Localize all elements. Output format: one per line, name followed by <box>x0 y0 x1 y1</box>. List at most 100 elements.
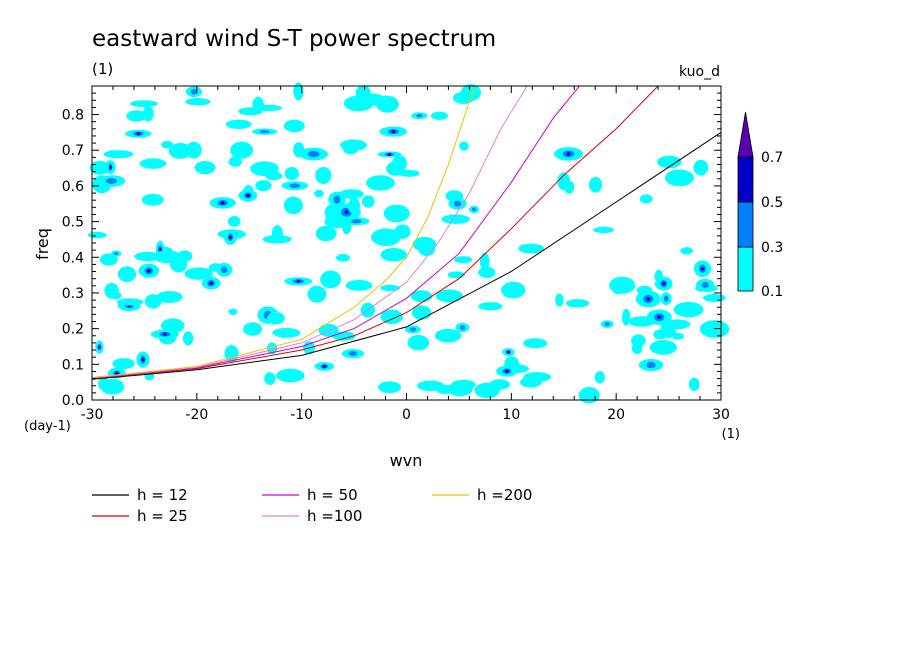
contour-patch <box>661 282 666 286</box>
y-tick-label: 0.5 <box>62 215 84 231</box>
contour-patch <box>646 361 656 369</box>
contour-patch <box>315 225 337 242</box>
contour-patch <box>478 266 496 278</box>
contour-patch <box>348 351 358 356</box>
contour-patch <box>272 327 301 338</box>
contour-patch <box>588 177 603 193</box>
contour-patch <box>460 84 481 102</box>
contour-patch <box>665 319 691 330</box>
contour-patch <box>518 243 544 254</box>
y-axis-label: freq <box>33 228 52 260</box>
contour-patch <box>631 334 646 347</box>
contour-patch <box>693 159 709 176</box>
contour-patch <box>266 342 278 355</box>
contour-patch <box>523 372 551 382</box>
chart-subtitle: (1) <box>92 60 113 78</box>
x-tick-label: -10 <box>290 407 313 423</box>
contour-patch <box>228 235 233 239</box>
contour-patch <box>700 267 705 271</box>
contour-patch <box>565 299 590 308</box>
contour-patch <box>407 335 430 351</box>
x-tick-label: 30 <box>712 407 730 423</box>
colorbar-label: 0.3 <box>761 240 783 256</box>
contour-patch <box>431 111 448 121</box>
contour-patch <box>134 251 162 262</box>
contour-patch <box>639 194 653 204</box>
contour-patch <box>153 250 182 264</box>
y-tick-label: 0.3 <box>62 286 84 302</box>
series-line <box>91 85 476 378</box>
y-unit-label: (day-1) <box>24 419 71 434</box>
contour-patch <box>621 308 631 326</box>
chart-title: eastward wind S-T power spectrum <box>92 26 496 52</box>
plot-frame <box>91 85 722 401</box>
contour-patch <box>383 204 410 223</box>
legend-label: h =200 <box>477 486 532 504</box>
contour-patch <box>224 345 239 362</box>
contour-patch <box>489 379 510 390</box>
contour-patch <box>441 214 470 224</box>
contour-patch <box>657 315 661 319</box>
contour-patch <box>89 160 110 175</box>
contour-field <box>87 82 730 404</box>
contour-patch <box>293 82 304 101</box>
contour-patch <box>523 338 548 349</box>
contour-patch <box>112 358 135 370</box>
contour-patch <box>158 247 162 251</box>
contour-patch <box>566 152 571 156</box>
contour-patch <box>336 253 350 262</box>
contour-patch <box>271 225 283 242</box>
contour-patch <box>136 132 141 136</box>
contour-patch <box>141 358 145 362</box>
contour-patch <box>255 180 272 192</box>
contour-patch <box>418 242 436 256</box>
y-tick-label: 0.2 <box>62 322 84 338</box>
y-tick-label: 0.6 <box>62 179 84 195</box>
contour-patch <box>391 155 407 172</box>
axis-ticks: -30 -20 -10 0 10 20 30 0.0 0.1 0.2 0.3 0.4 0.5 0.6 0.7… <box>62 85 730 423</box>
contour-patch <box>604 322 610 327</box>
contour-patch <box>688 377 700 391</box>
contour-patch <box>664 295 669 302</box>
series-line <box>91 131 722 380</box>
colorbar-label: 0.5 <box>761 195 783 211</box>
contour-patch <box>657 155 682 169</box>
contour-patch <box>141 193 164 206</box>
series-line <box>91 85 659 380</box>
contour-patch <box>324 215 351 229</box>
contour-patch <box>130 100 158 108</box>
contour-patch <box>345 280 373 291</box>
contour-patch <box>254 104 283 111</box>
contour-patch <box>116 298 144 306</box>
contour-patch <box>376 95 399 113</box>
series-line <box>91 85 528 379</box>
contour-patch <box>283 119 305 133</box>
contour-patch <box>649 340 677 355</box>
contour-patch <box>578 387 600 404</box>
contour-patch <box>344 210 349 214</box>
contour-patch <box>139 158 167 169</box>
contour-patch <box>105 178 117 184</box>
y-tick-label: 0.4 <box>62 250 84 266</box>
contour-patch <box>87 231 107 239</box>
colorbar-segment <box>737 201 754 248</box>
contour-patch <box>168 143 192 159</box>
contour-patch <box>665 169 694 187</box>
contour-patch <box>97 345 102 349</box>
y-tick-label: 0.1 <box>62 357 84 373</box>
contour-patch <box>564 180 575 194</box>
contour-patch <box>184 267 214 280</box>
contour-patch <box>380 309 404 324</box>
contour-patch <box>100 253 118 266</box>
contour-patch <box>451 379 476 390</box>
contour-patch <box>348 197 360 215</box>
contour-patch <box>126 110 147 122</box>
contour-patch <box>435 289 463 303</box>
contour-patch <box>671 332 685 340</box>
contour-patch <box>307 285 327 303</box>
contour-patch <box>289 183 301 188</box>
contour-patch <box>227 216 241 227</box>
y-tick-label: 0.8 <box>62 108 84 124</box>
contour-patch <box>478 302 503 311</box>
contour-patch <box>243 322 263 336</box>
